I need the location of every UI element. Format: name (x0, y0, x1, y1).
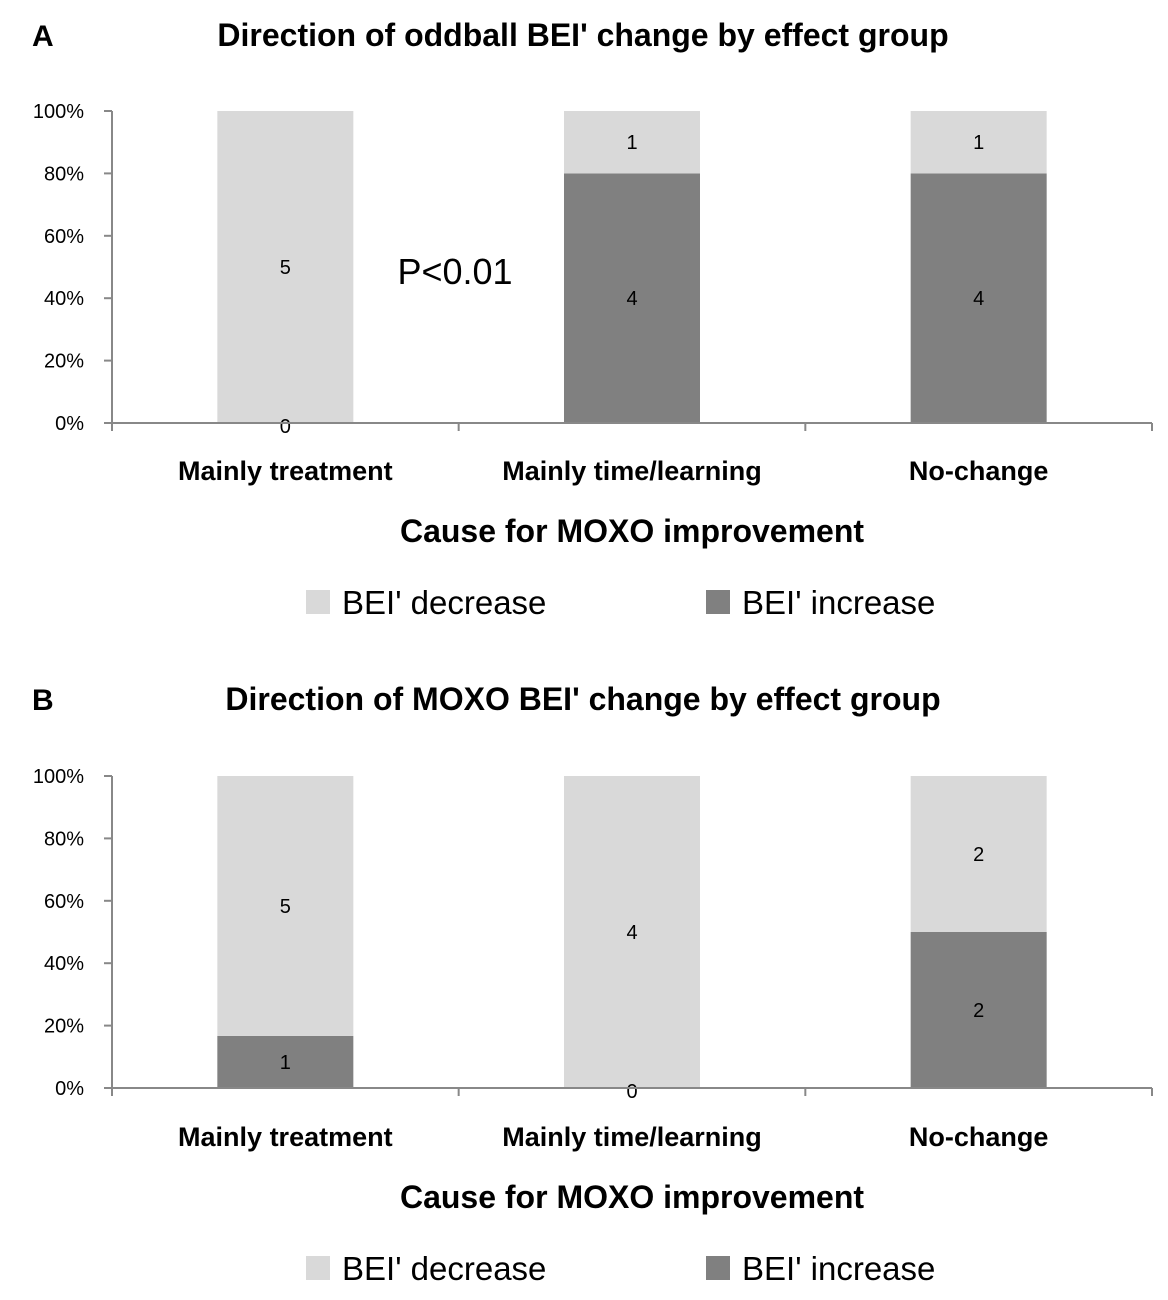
legend-swatch-increase (706, 590, 730, 614)
y-tick-label: 100% (33, 101, 84, 123)
y-tick-label: 80% (44, 828, 84, 850)
y-tick-label: 80% (44, 163, 84, 185)
legend-label-increase: BEI' increase (742, 1250, 935, 1287)
x-category-label: No-change (909, 1122, 1049, 1152)
y-tick-label: 20% (44, 351, 84, 373)
y-tick-label: 40% (44, 953, 84, 975)
chart-title: Direction of oddball BEI' change by effe… (217, 17, 948, 53)
plot-area: 0% 20% 40% 60% 80% 100% 0 5 Mainly treatment 4 1 Ma… (33, 101, 1153, 486)
data-label-decrease: 1 (626, 132, 637, 154)
p-value-annotation: P<0.01 (397, 251, 512, 292)
data-label-increase: 2 (973, 1000, 984, 1022)
panel-letter: B (32, 684, 54, 717)
y-tick-label: 60% (44, 226, 84, 248)
bar-increase (564, 173, 700, 423)
bar-decrease (564, 111, 700, 174)
y-tick-label: 60% (44, 891, 84, 913)
legend-label-decrease: BEI' decrease (342, 584, 546, 621)
y-tick-label: 40% (44, 288, 84, 310)
data-label-increase: 1 (280, 1052, 291, 1074)
data-label-decrease: 2 (973, 844, 984, 866)
legend-label-increase: BEI' increase (742, 584, 935, 621)
chart-title: Direction of MOXO BEI' change by effect … (225, 681, 940, 717)
panel-b: B Direction of MOXO BEI' change by effec… (32, 681, 1153, 1287)
data-label-increase: 0 (280, 416, 291, 438)
y-tick-label: 100% (33, 766, 84, 788)
bar-decrease (910, 111, 1047, 174)
data-label-decrease: 4 (626, 922, 637, 944)
data-label-decrease: 1 (973, 132, 984, 154)
x-category-label: Mainly time/learning (502, 1122, 762, 1152)
legend-swatch-decrease (306, 1256, 330, 1280)
data-label-increase: 4 (626, 288, 637, 310)
legend-swatch-decrease (306, 590, 330, 614)
data-label-decrease: 5 (280, 896, 291, 918)
legend-swatch-increase (706, 1256, 730, 1280)
legend-label-decrease: BEI' decrease (342, 1250, 546, 1287)
x-category-label: Mainly treatment (178, 1122, 393, 1152)
panel-letter: A (32, 20, 54, 53)
x-category-label: Mainly time/learning (502, 456, 762, 486)
y-tick-label: 0% (55, 413, 84, 435)
y-tick-label: 20% (44, 1016, 84, 1038)
bar-decrease (564, 776, 700, 1088)
x-axis-label: Cause for MOXO improvement (400, 513, 864, 549)
bar-decrease (910, 776, 1047, 932)
legend: BEI' decrease BEI' increase (306, 584, 935, 621)
bar-increase (217, 1035, 354, 1088)
x-axis-label: Cause for MOXO improvement (400, 1179, 864, 1215)
bar-decrease (217, 111, 354, 423)
bar-decrease (217, 776, 354, 1036)
data-label-increase: 0 (626, 1081, 637, 1103)
bar-increase (910, 173, 1047, 423)
x-category-label: No-change (909, 456, 1049, 486)
plot-area: 0% 20% 40% 60% 80% 100% 1 5 Mainly treatment 0 4 Ma… (33, 766, 1153, 1152)
x-category-label: Mainly treatment (178, 456, 393, 486)
y-tick-label: 0% (55, 1078, 84, 1100)
data-label-decrease: 5 (280, 257, 291, 279)
bar-increase (910, 932, 1047, 1088)
data-label-increase: 4 (973, 288, 984, 310)
legend: BEI' decrease BEI' increase (306, 1250, 935, 1287)
panel-a: A Direction of oddball BEI' change by ef… (32, 17, 1153, 621)
